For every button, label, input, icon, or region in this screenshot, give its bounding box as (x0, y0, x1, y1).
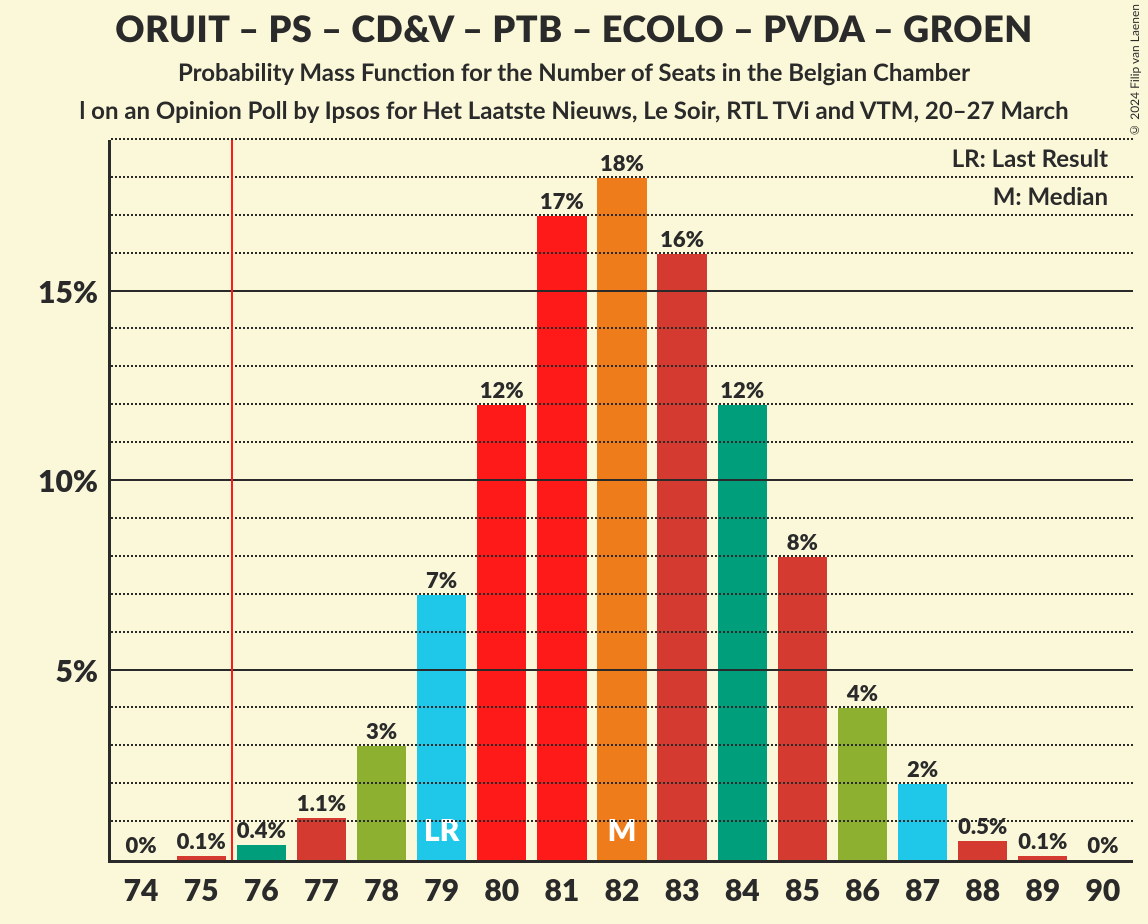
bar-value-label: 0.5% (958, 812, 1007, 839)
x-tick-label: 81 (544, 872, 579, 908)
bar-value-label: 12% (480, 376, 524, 403)
gridline-major (111, 479, 1133, 481)
bar-value-label: 0.1% (1018, 827, 1067, 854)
bar-value-label: 16% (660, 225, 704, 252)
bar-value-label: 7% (426, 566, 457, 593)
bar-89: 0.1% (1018, 856, 1067, 860)
bar-88: 0.5% (958, 841, 1007, 860)
gridline-minor (111, 555, 1133, 557)
gridline-minor (111, 214, 1133, 216)
bars-container: 0%0.1%0.4%1.1%3%7%LR12%17%18%M16%12%8%4%… (111, 140, 1133, 860)
gridline-minor (111, 517, 1133, 519)
bar-78: 3% (357, 746, 406, 860)
gridline-minor (111, 441, 1133, 443)
x-tick-label: 76 (244, 872, 279, 908)
median-marker: M (608, 812, 637, 848)
gridline-minor (111, 176, 1133, 178)
gridline-minor (111, 593, 1133, 595)
chart-subtitle-2: l on an Opinion Poll by Ipsos for Het La… (0, 96, 1148, 125)
gridline-minor (111, 631, 1133, 633)
gridline-minor (111, 403, 1133, 405)
gridline-minor (111, 327, 1133, 329)
bar-value-label: 0% (1087, 831, 1118, 858)
x-tick-label: 75 (184, 872, 219, 908)
bar-83: 16% (657, 254, 706, 860)
bar-value-label: 12% (720, 376, 764, 403)
x-tick-label: 86 (845, 872, 880, 908)
chart-subtitle-1: Probability Mass Function for the Number… (0, 58, 1148, 87)
gridline-minor (111, 782, 1133, 784)
bar-75: 0.1% (177, 856, 226, 860)
gridline-major (111, 669, 1133, 671)
bar-value-label: 0% (125, 831, 156, 858)
x-tick-label: 84 (725, 872, 760, 908)
bar-82: 18%M (597, 178, 646, 860)
x-tick-label: 74 (124, 872, 159, 908)
gridline-minor (111, 138, 1133, 140)
gridline-minor (111, 706, 1133, 708)
bar-value-label: 18% (600, 149, 644, 176)
y-tick-label: 10% (38, 463, 98, 499)
x-tick-label: 83 (665, 872, 700, 908)
gridline-minor (111, 365, 1133, 367)
gridline-minor (111, 252, 1133, 254)
gridline-major (111, 290, 1133, 292)
x-tick-label: 80 (484, 872, 519, 908)
x-tick-label: 90 (1086, 872, 1121, 908)
bar-value-label: 3% (366, 717, 397, 744)
x-tick-label: 78 (364, 872, 399, 908)
bar-value-label: 17% (540, 187, 584, 214)
lr-reference-line (231, 140, 233, 860)
x-tick-label: 77 (304, 872, 339, 908)
plot-area: 0%0.1%0.4%1.1%3%7%LR12%17%18%M16%12%8%4%… (108, 140, 1133, 863)
x-tick-label: 87 (905, 872, 940, 908)
bar-value-label: 2% (907, 755, 938, 782)
bar-value-label: 1.1% (297, 789, 346, 816)
bar-value-label: 0.1% (177, 827, 226, 854)
gridline-minor (111, 820, 1133, 822)
x-tick-label: 85 (785, 872, 820, 908)
bar-77: 1.1% (297, 818, 346, 860)
last-result-marker: LR (424, 812, 459, 848)
bar-81: 17% (537, 216, 586, 860)
bar-85: 8% (778, 557, 827, 860)
copyright-text: © 2024 Filip van Laenen (1127, 4, 1142, 138)
x-tick-label: 89 (1025, 872, 1060, 908)
bar-76: 0.4% (237, 845, 286, 860)
x-tick-label: 79 (424, 872, 459, 908)
bar-value-label: 4% (847, 679, 878, 706)
x-tick-label: 82 (605, 872, 640, 908)
y-tick-label: 15% (38, 274, 98, 310)
chart-title: ORUIT – PS – CD&V – PTB – ECOLO – PVDA –… (0, 6, 1148, 50)
y-tick-label: 5% (56, 653, 98, 689)
bar-87: 2% (898, 784, 947, 860)
x-tick-label: 88 (965, 872, 1000, 908)
bar-value-label: 8% (787, 528, 818, 555)
gridline-minor (111, 744, 1133, 746)
